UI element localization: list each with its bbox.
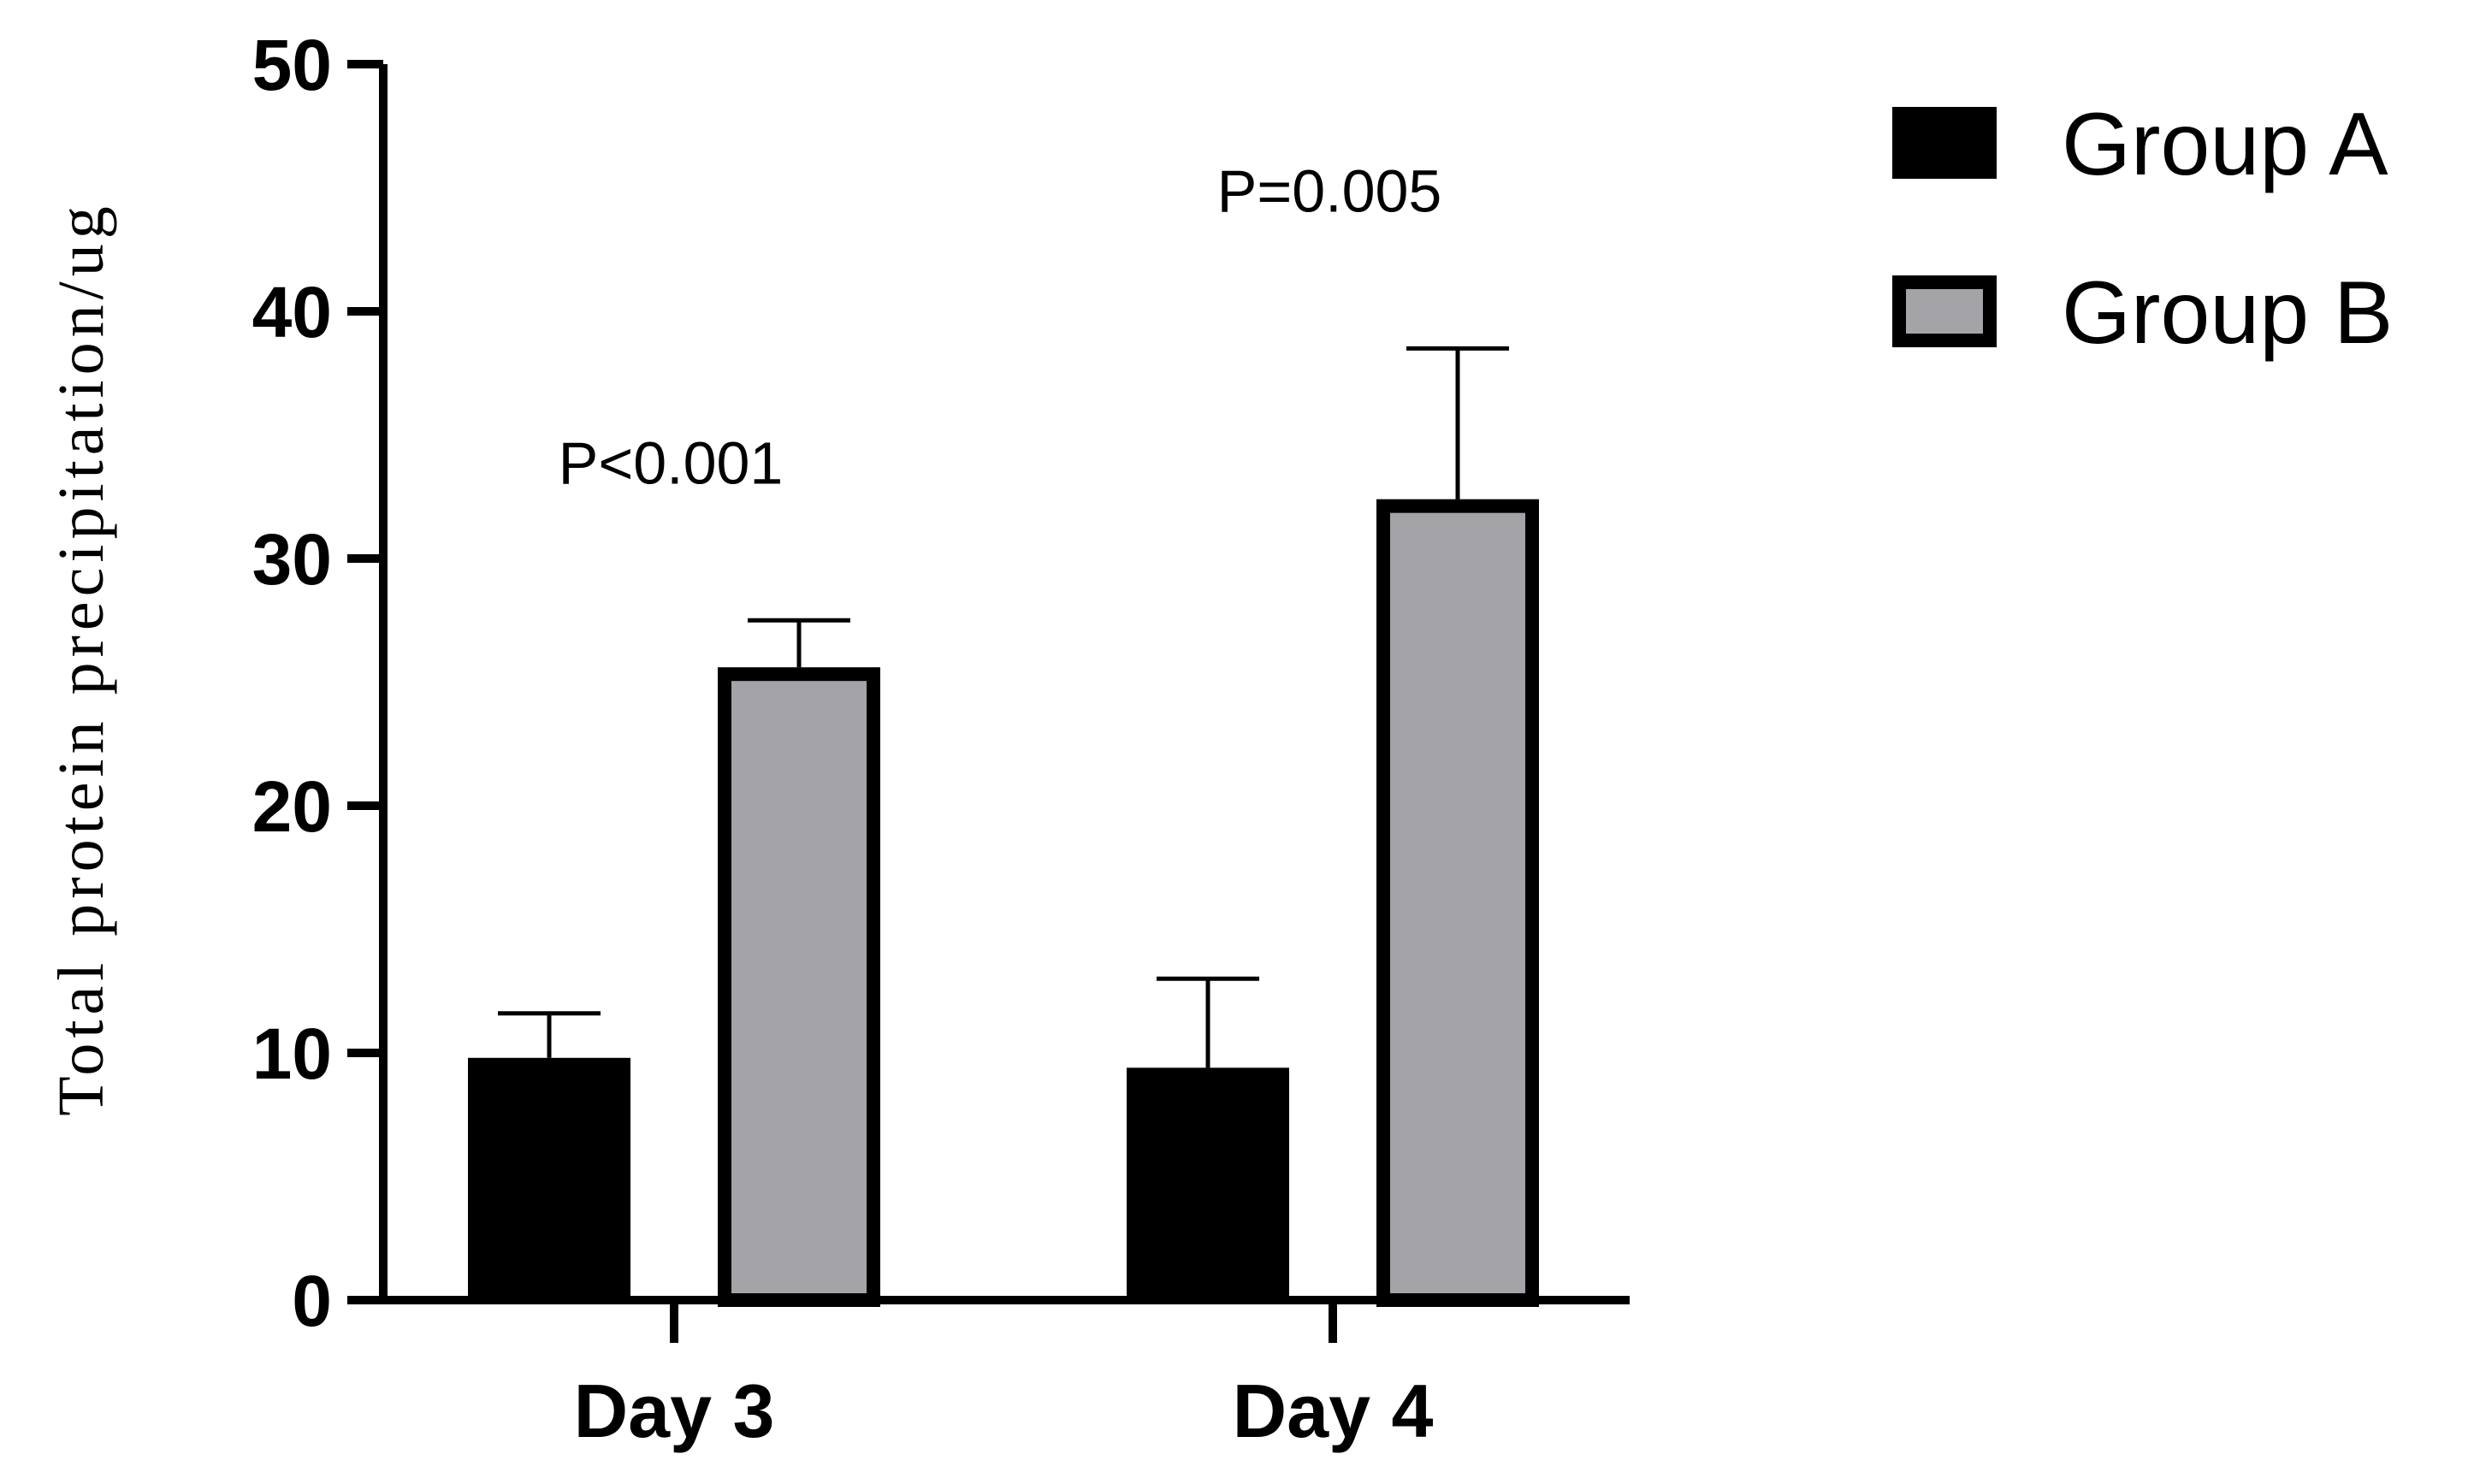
y-tick-label: 30 bbox=[252, 519, 332, 600]
x-tick-label: Day 3 bbox=[574, 1369, 775, 1453]
y-tick-label: 50 bbox=[252, 25, 332, 105]
bar-group-b bbox=[718, 667, 880, 1307]
p-value-annotation: P=0.005 bbox=[1217, 157, 1442, 224]
plot-area: 0 10 20 30 40 50 Day 3 P<0.001 Day 4 P=0.005 bbox=[252, 25, 1630, 1453]
bar-group-a bbox=[468, 1057, 630, 1304]
y-tick-label: 20 bbox=[252, 766, 332, 847]
y-tick-label: 10 bbox=[252, 1014, 332, 1094]
y-axis-label: Total protein precipitation/ug bbox=[45, 201, 117, 1116]
x-tick-label: Day 4 bbox=[1233, 1369, 1434, 1453]
legend: Group A Group B bbox=[1892, 95, 2393, 363]
p-value-annotation: P<0.001 bbox=[559, 429, 784, 496]
bar-group-b bbox=[1376, 499, 1539, 1307]
legend-entry: Group A bbox=[2062, 95, 2388, 194]
bar-group-a bbox=[1127, 1067, 1289, 1304]
y-tick-label: 40 bbox=[252, 272, 332, 352]
y-tick-label: 0 bbox=[292, 1261, 332, 1341]
legend-swatch bbox=[1892, 107, 1997, 179]
legend-entry: Group B bbox=[2062, 263, 2393, 363]
legend-swatch bbox=[1892, 275, 1997, 347]
